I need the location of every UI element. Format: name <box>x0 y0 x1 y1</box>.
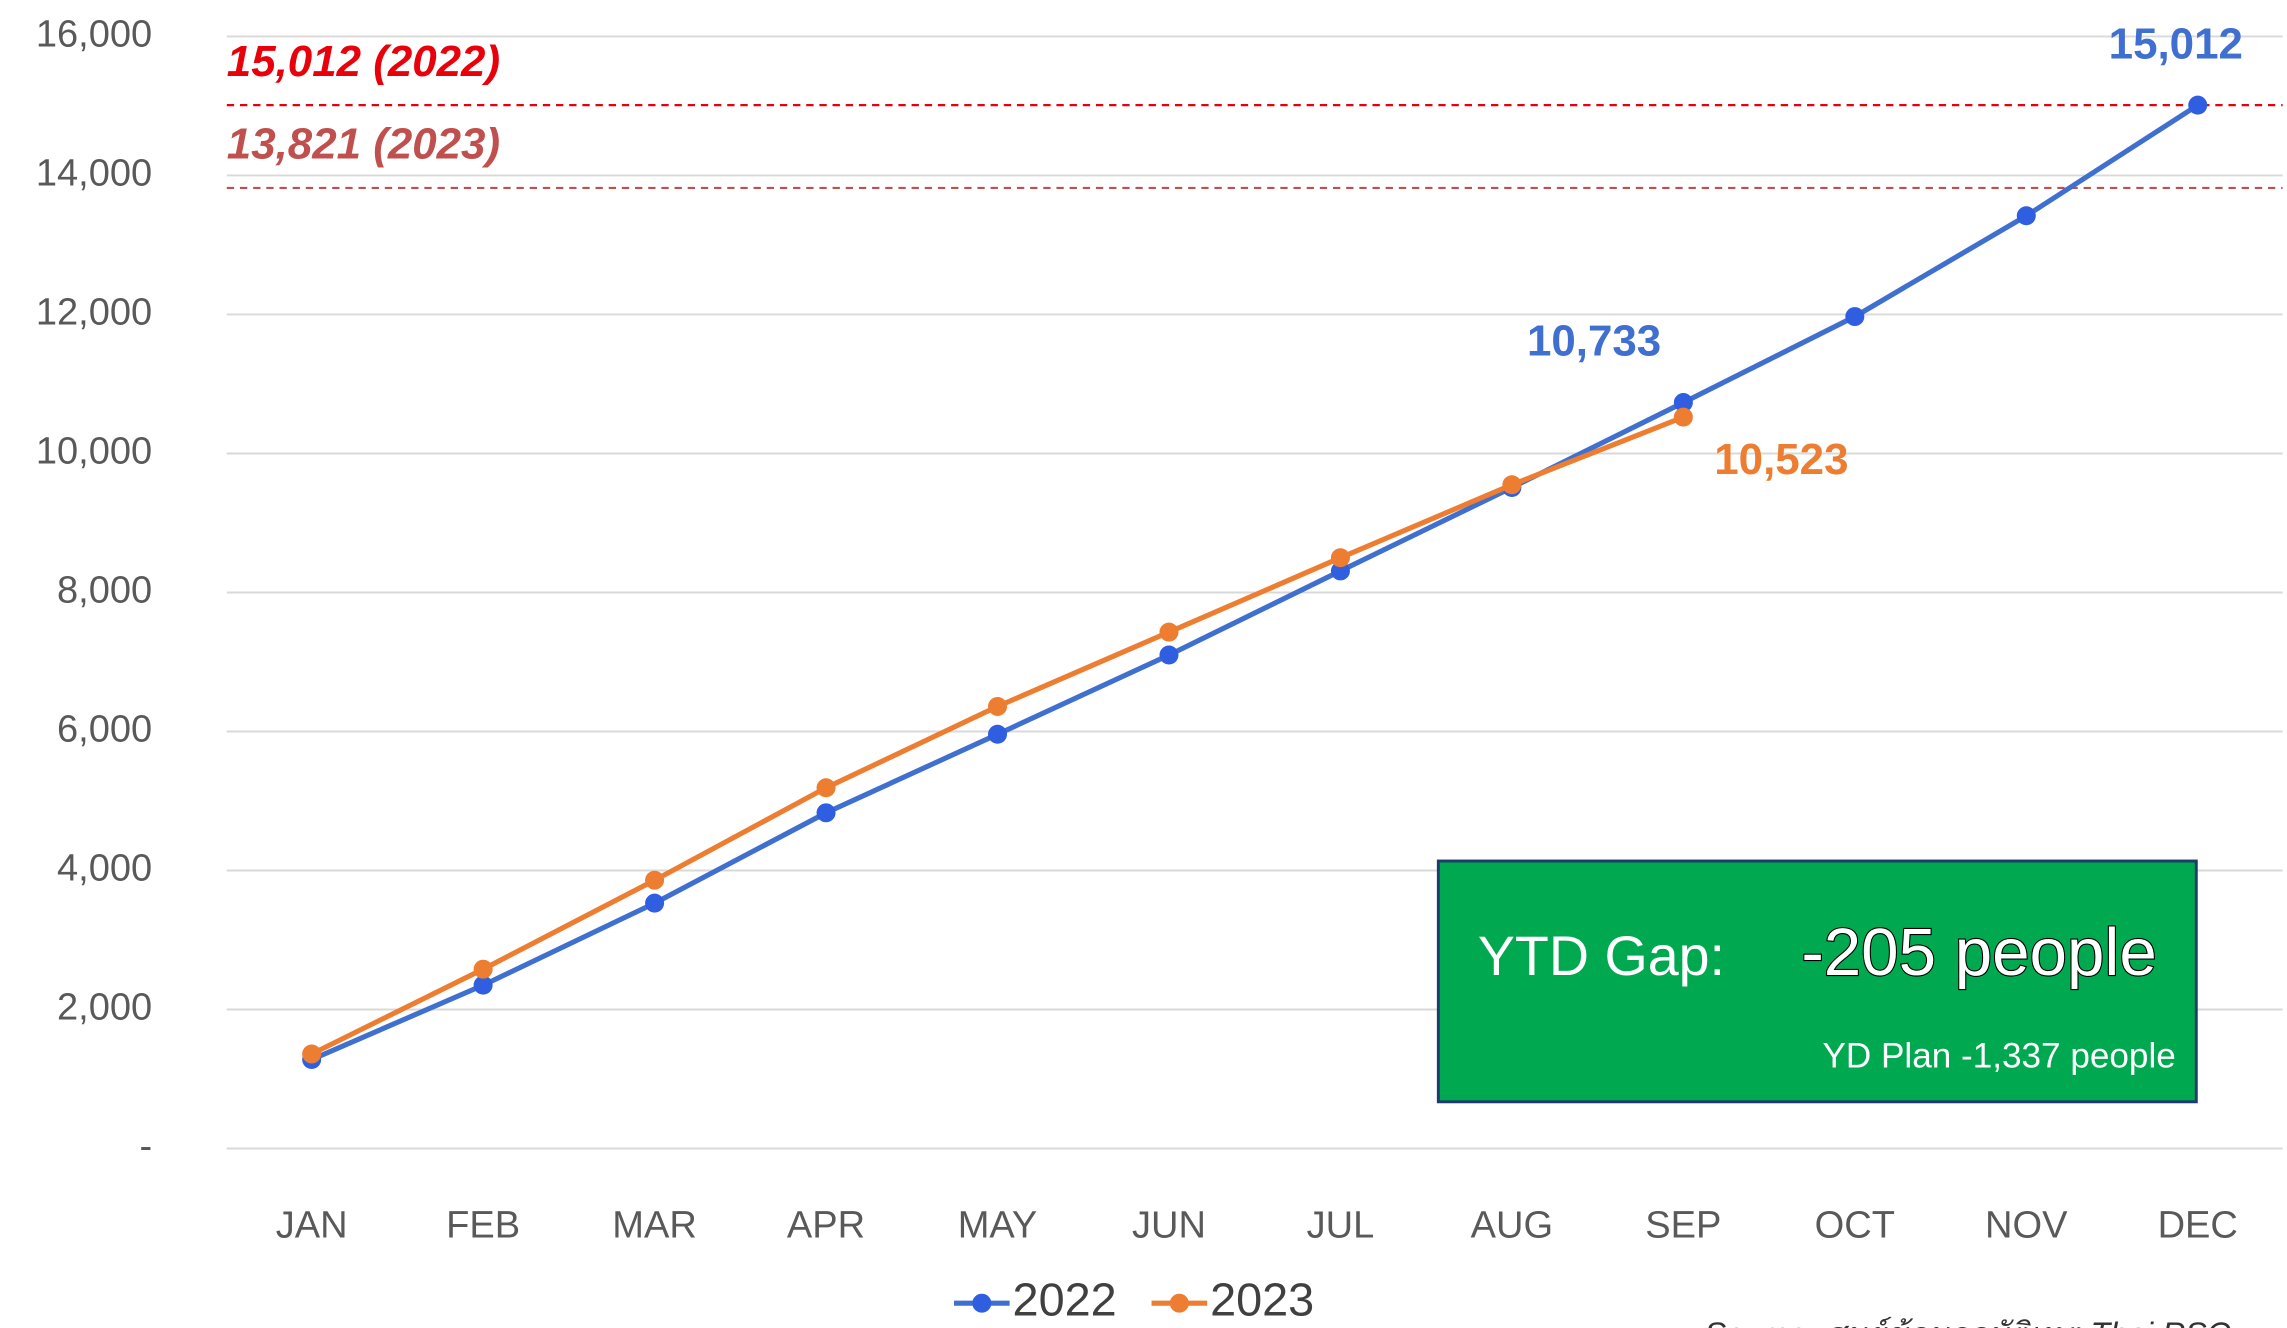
grid: - 2,000 4,000 6,000 8,000 10,000 12,000 14,000 1… <box>36 14 2283 1246</box>
legend-label: 2023 <box>1210 1274 1314 1326</box>
data-label: 15,012 <box>2109 19 2243 68</box>
point <box>988 724 1008 744</box>
data-label: 10,733 <box>1527 317 1661 366</box>
point <box>1159 645 1179 665</box>
x-tick-label: MAR <box>612 1204 697 1246</box>
source: Source: ศูนย์ข้อมูลอุบัติเหตุ Thai RSC <box>1705 1316 2231 1328</box>
gap-value: -205 people <box>1801 915 2156 990</box>
point <box>1330 561 1350 581</box>
y-tick-label: 10,000 <box>36 431 152 473</box>
legend-marker <box>972 1293 992 1313</box>
x-tick-label: JUL <box>1307 1204 1375 1246</box>
y-tick-label: 6,000 <box>57 709 152 751</box>
x-tick-label: SEP <box>1645 1204 1721 1246</box>
point <box>1330 548 1350 568</box>
point <box>816 778 836 798</box>
data-label: 10,523 <box>1714 435 1848 484</box>
x-tick-label: MAY <box>958 1204 1038 1246</box>
x-tick-label: JAN <box>276 1204 348 1246</box>
series-line <box>310 103 2200 1062</box>
point <box>1673 407 1693 427</box>
y-tick-label: 4,000 <box>57 848 152 890</box>
point <box>988 696 1008 716</box>
point <box>473 975 493 995</box>
x-tick-label: JUN <box>1132 1204 1206 1246</box>
gap-box <box>1436 859 2198 1104</box>
point <box>302 1044 322 1064</box>
gap-note: YD Plan -1,337 people <box>1823 1036 2176 1075</box>
point <box>1845 307 1865 327</box>
x-tick-label: OCT <box>1815 1204 1895 1246</box>
point <box>1502 475 1522 495</box>
reference-label: 13,821 (2023) <box>227 120 500 169</box>
point <box>816 803 836 823</box>
point <box>1673 393 1693 413</box>
point <box>473 959 493 979</box>
y-tick-label: 14,000 <box>36 153 152 195</box>
x-tick-label: FEB <box>446 1204 520 1246</box>
legend-marker <box>1169 1293 1189 1313</box>
y-tick-label: 8,000 <box>57 570 152 612</box>
y-tick-label: - <box>140 1126 153 1168</box>
x-tick-label: APR <box>787 1204 865 1246</box>
point <box>645 893 665 913</box>
y-tick-label: 2,000 <box>57 987 152 1029</box>
point <box>645 870 665 890</box>
gap-title: YTD Gap: <box>1478 925 1725 987</box>
point <box>1159 622 1179 642</box>
x-tick-label: DEC <box>2158 1204 2238 1246</box>
legend-label: 2022 <box>1013 1274 1117 1326</box>
y-tick-label: 16,000 <box>36 14 152 56</box>
reference-label: 15,012 (2022) <box>227 37 500 86</box>
point <box>2016 206 2036 226</box>
plot: 10,733 15,012 10,523 2022 2023 <box>302 19 2243 1326</box>
y-tick-label: 12,000 <box>36 292 152 334</box>
x-tick-label: AUG <box>1471 1204 1553 1246</box>
point <box>2188 95 2208 115</box>
x-tick-label: NOV <box>1985 1204 2068 1246</box>
